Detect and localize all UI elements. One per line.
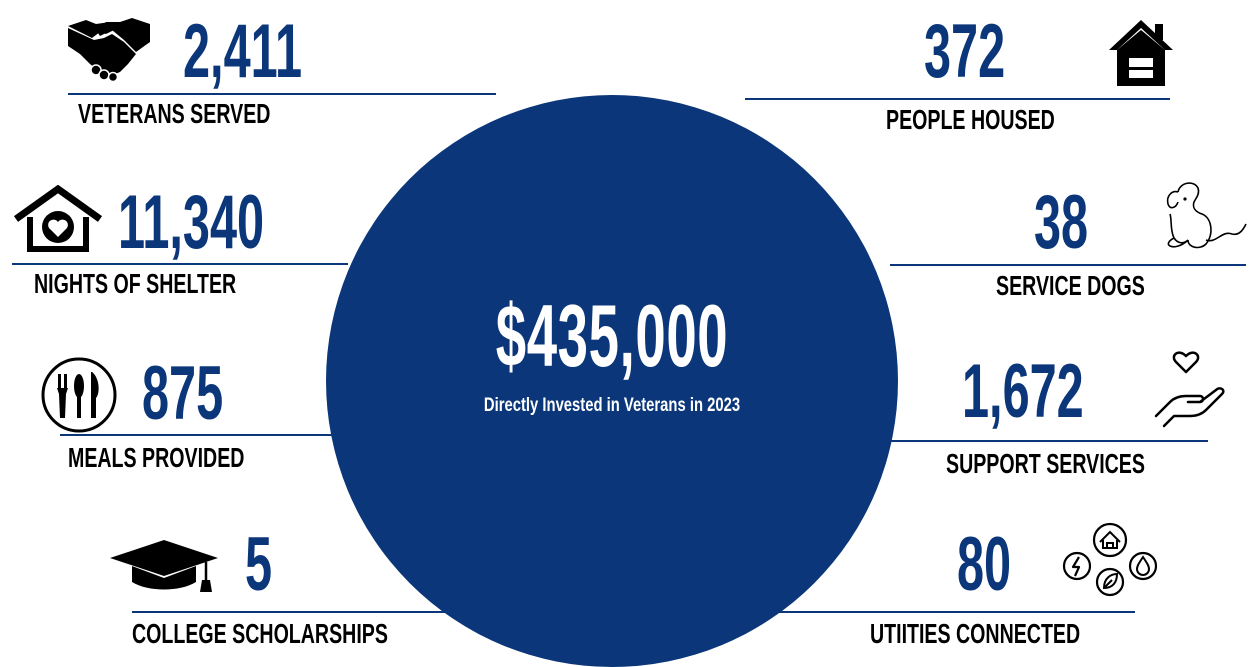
nights-of-shelter-value: 11,340 bbox=[118, 180, 265, 265]
nights-of-shelter-rule bbox=[12, 263, 348, 265]
meals-provided-rule bbox=[60, 434, 348, 436]
support-services-rule bbox=[876, 440, 1208, 442]
center-circle bbox=[326, 95, 898, 667]
nights-of-shelter-label: NIGHTS OF SHELTER bbox=[34, 268, 237, 299]
utilities-icon bbox=[1055, 518, 1165, 600]
utilities-connected-value: 80 bbox=[957, 522, 1012, 607]
plate-utensils-icon bbox=[40, 356, 118, 434]
dog-icon bbox=[1160, 178, 1248, 252]
support-services-value: 1,672 bbox=[962, 349, 1084, 434]
veterans-served-rule bbox=[68, 93, 496, 95]
service-dogs-rule bbox=[890, 264, 1246, 266]
veterans-served-label: VETERANS SERVED bbox=[78, 98, 271, 129]
total-invested-caption: Directly Invested in Veterans in 2023 bbox=[483, 395, 741, 416]
house-heart-icon bbox=[12, 185, 104, 255]
meals-provided-value: 875 bbox=[142, 351, 224, 436]
college-scholarships-value: 5 bbox=[245, 522, 273, 607]
college-scholarships-label: COLLEGE SCHOLARSHIPS bbox=[132, 618, 388, 649]
people-housed-label: PEOPLE HOUSED bbox=[886, 104, 1055, 135]
people-housed-value: 372 bbox=[924, 9, 1006, 94]
utilities-connected-label: UTIITIES CONNECTED bbox=[870, 618, 1081, 649]
house-icon bbox=[1105, 16, 1177, 88]
hand-heart-icon bbox=[1152, 346, 1236, 430]
service-dogs-value: 38 bbox=[1034, 180, 1089, 265]
handshake-icon bbox=[66, 12, 152, 82]
service-dogs-label: SERVICE DOGS bbox=[996, 270, 1145, 301]
total-invested-amount: $435,000 bbox=[495, 286, 729, 385]
college-scholarships-rule bbox=[132, 611, 548, 613]
meals-provided-label: MEALS PROVIDED bbox=[68, 442, 245, 473]
support-services-label: SUPPORT SERVICES bbox=[946, 448, 1145, 479]
utilities-connected-rule bbox=[742, 611, 1135, 613]
graduation-cap-icon bbox=[108, 536, 224, 596]
people-housed-rule bbox=[745, 98, 1170, 100]
veterans-served-value: 2,411 bbox=[183, 9, 303, 94]
